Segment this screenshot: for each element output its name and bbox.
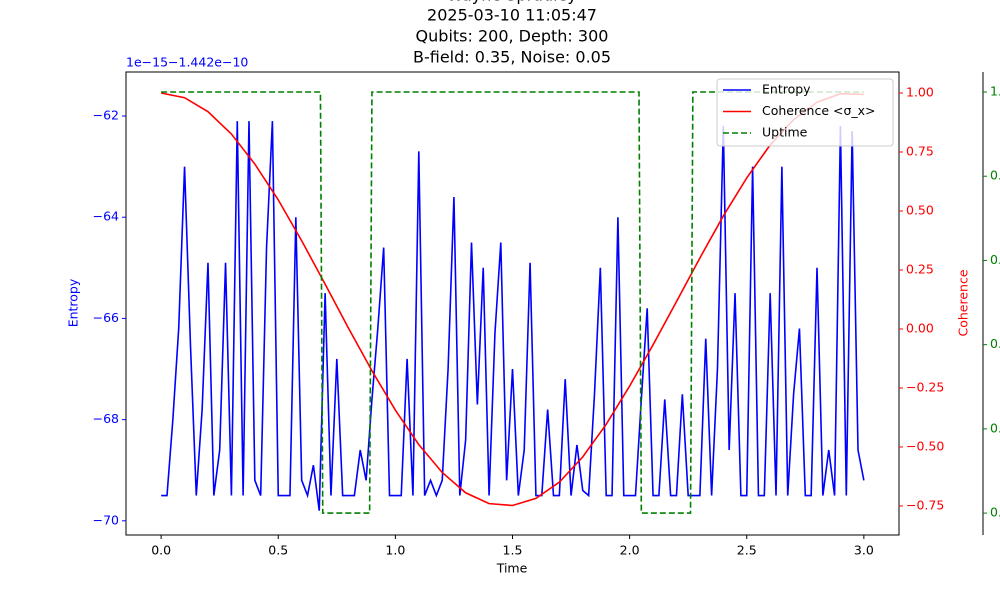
x-axis-label: Time	[496, 561, 528, 576]
x-tick-label: 3.0	[854, 543, 874, 558]
x-tick-label: 1.0	[385, 543, 405, 558]
y2ticks-label: −0.50	[906, 438, 944, 453]
yticks-label: −62	[93, 108, 119, 123]
x-tick-label: 0.0	[151, 543, 171, 558]
yticks-label: −64	[93, 209, 119, 224]
series-line	[160, 92, 864, 507]
y2ticks-label: −0.25	[906, 379, 944, 394]
y2ticks-label: 1.00	[906, 85, 934, 100]
y2ticks-label: −0.75	[906, 497, 944, 512]
y-axis-label: Entropy	[66, 278, 81, 327]
yticks-label: −68	[93, 411, 119, 426]
y3ticks-label: 0.6	[990, 252, 1000, 267]
y3ticks-label: 1.0	[990, 84, 1000, 99]
title-line: B-field: 0.35, Noise: 0.05	[413, 48, 611, 67]
y3ticks-label: 0.2	[990, 420, 1000, 435]
x-tick-label: 0.5	[268, 543, 288, 558]
y3ticks-label: 0.0	[990, 505, 1000, 520]
title-line: Qubits: 200, Depth: 300	[416, 27, 609, 46]
yticks-label: −70	[93, 512, 119, 527]
title-line: Wayne Spradley	[447, 0, 577, 5]
legend-label: Entropy	[762, 82, 811, 97]
y2ticks-label: 0.00	[906, 320, 934, 335]
y3ticks-label: 0.4	[990, 336, 1000, 351]
y3ticks-label: 0.8	[990, 168, 1000, 183]
y-offset-text: 1e−15−1.442e−10	[126, 55, 248, 70]
y2ticks-label: 0.25	[906, 261, 934, 276]
yticks-label: −66	[93, 310, 119, 325]
x-tick-label: 1.5	[503, 543, 523, 558]
x-tick-label: 2.5	[737, 543, 757, 558]
legend-label: Coherence <σ_x>	[762, 103, 876, 118]
series-line	[161, 121, 865, 511]
y2ticks-label: 0.75	[906, 143, 934, 158]
y2ticks-label: 0.50	[906, 202, 934, 217]
legend-box	[716, 78, 894, 147]
series-line	[161, 91, 864, 514]
y2-axis-label: Coherence	[956, 269, 971, 336]
legend-label: Uptime	[762, 125, 808, 140]
title-line: 2025-03-10 11:05:47	[427, 6, 597, 25]
x-tick-label: 2.0	[620, 543, 640, 558]
